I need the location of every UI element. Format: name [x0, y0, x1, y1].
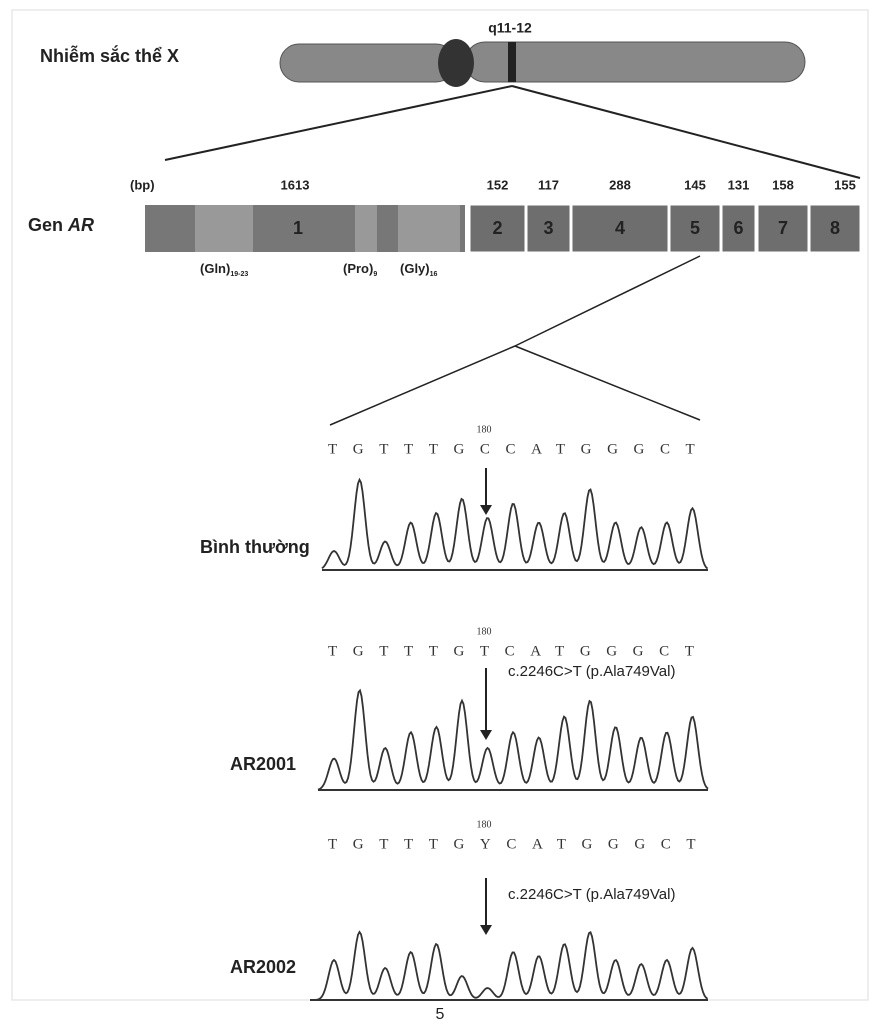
- chromatogram-trace: [318, 691, 708, 790]
- zoom-line: [515, 346, 700, 420]
- chromatogram-trace: [310, 932, 708, 1000]
- zoom-line: [165, 86, 512, 160]
- position-label: 180: [477, 819, 492, 830]
- gene-name: AR: [67, 215, 94, 235]
- exon-length: 152: [487, 177, 509, 192]
- zoom-line: [512, 86, 860, 178]
- mutation-label: c.2246C>T (p.Ala749Val): [508, 886, 675, 903]
- sequence: TGTTTGCCATGGGCT: [328, 441, 710, 457]
- exon-number: 4: [615, 218, 625, 238]
- zoom-line: [515, 256, 700, 346]
- exon-length: 158: [772, 177, 794, 192]
- exon-number: 1: [293, 218, 303, 238]
- pro-region: [355, 205, 377, 252]
- gene-label: Gen AR: [28, 215, 94, 235]
- arrow-head: [480, 505, 492, 515]
- domain-label: (Gly)16: [400, 261, 438, 277]
- gly-region: [398, 205, 460, 252]
- band-mark: [508, 42, 516, 82]
- domain-label: (Pro)9: [343, 261, 377, 277]
- exon-number: 3: [543, 218, 553, 238]
- figure-page: Nhiễm sắc thể X q11-12 Gen AR (bp) 5 1 16…: [0, 0, 880, 1029]
- sequence: TGTTTGYCATGGGCT: [328, 836, 711, 852]
- exon-number: 8: [830, 218, 840, 238]
- exon-length: 145: [684, 177, 706, 192]
- sample-label: AR2002: [230, 957, 296, 977]
- sequence: TGTTTGTCATGGGCT: [328, 643, 709, 659]
- mutation-label: c.2246C>T (p.Ala749Val): [508, 663, 675, 680]
- sample-label: AR2001: [230, 754, 296, 774]
- gene-prefix: Gen: [28, 215, 63, 235]
- arrow-head: [480, 730, 492, 740]
- arrow-head: [480, 925, 492, 935]
- centromere: [438, 39, 474, 87]
- chromosome-p-arm: [280, 44, 455, 82]
- exon-number: 5: [690, 218, 700, 238]
- gln-region: [195, 205, 253, 252]
- exon-length: 288: [609, 177, 631, 192]
- position-label: 180: [477, 626, 492, 637]
- exon-length: 117: [538, 177, 559, 192]
- domain-name: (Pro): [343, 261, 373, 276]
- exon-length: 155: [834, 177, 856, 192]
- domain-sub: 19-23: [230, 271, 248, 278]
- sample-label: Bình thường: [200, 537, 310, 557]
- unit-label: (bp): [130, 177, 155, 192]
- exon-number: 7: [778, 218, 788, 238]
- domain-sub: 16: [430, 271, 438, 278]
- chromatogram-trace: [322, 480, 708, 569]
- exon-number: 6: [733, 218, 743, 238]
- exon-length: 1613: [281, 177, 310, 192]
- exon-length: 131: [728, 177, 750, 192]
- chromosome-label: Nhiễm sắc thể X: [40, 45, 179, 66]
- domain-name: (Gly): [400, 261, 430, 276]
- band-label: q11-12: [488, 20, 532, 36]
- domain-name: (Gln): [200, 261, 230, 276]
- domain-sub: 9: [373, 271, 377, 278]
- position-label: 180: [477, 424, 492, 435]
- exon-number: 2: [492, 218, 502, 238]
- domain-label: (Gln)19-23: [200, 261, 248, 277]
- zoom-line: [330, 346, 515, 425]
- page-number: 5: [436, 1006, 445, 1023]
